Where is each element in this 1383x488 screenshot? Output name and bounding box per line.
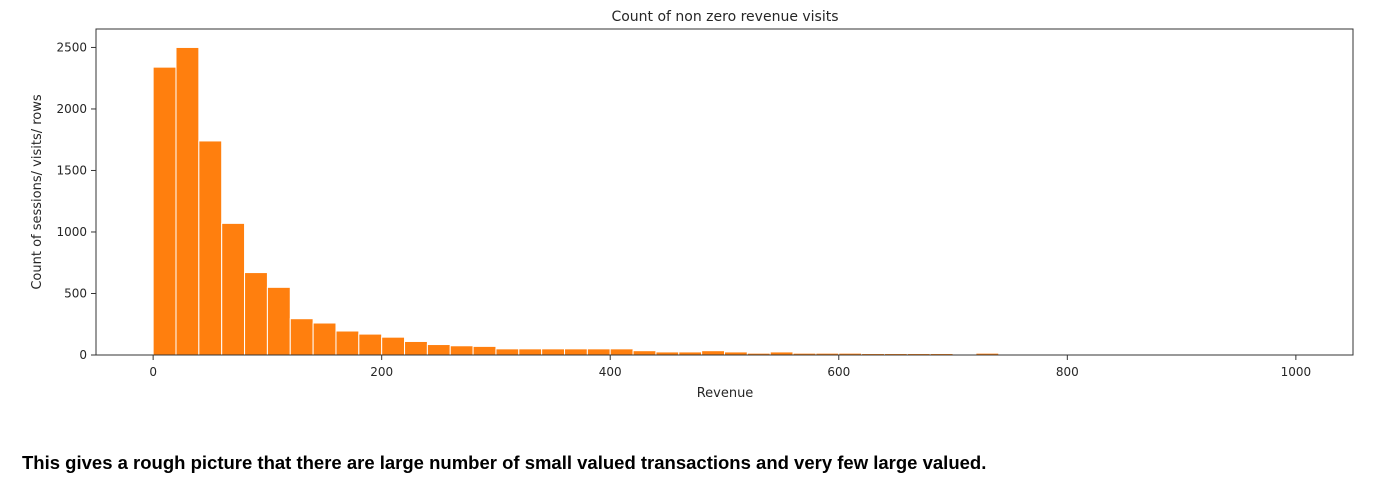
y-tick-label: 2000 bbox=[56, 102, 87, 116]
y-tick-label: 500 bbox=[64, 286, 87, 300]
x-tick-label: 200 bbox=[370, 365, 393, 379]
histogram-bar-17 bbox=[541, 348, 566, 356]
histogram-bar-24 bbox=[701, 350, 725, 356]
histogram-bar-1 bbox=[175, 46, 200, 356]
y-tick-label: 2500 bbox=[56, 40, 87, 54]
histogram-chart: Count of non zero revenue visits 0 200 400… bbox=[30, 9, 1354, 401]
histogram-bars bbox=[152, 46, 1000, 356]
histogram-bar-9 bbox=[358, 333, 383, 356]
caption-text: This gives a rough picture that there ar… bbox=[22, 452, 987, 473]
histogram-bar-10 bbox=[381, 336, 406, 356]
histogram-bar-13 bbox=[449, 345, 474, 356]
plot-frame bbox=[95, 28, 1354, 356]
x-axis-ticks: 0 200 400 600 800 1000 bbox=[149, 355, 1311, 379]
x-tick-label: 400 bbox=[599, 365, 622, 379]
histogram-bar-2 bbox=[198, 140, 223, 356]
histogram-bar-19 bbox=[586, 348, 611, 356]
y-tick-label: 1000 bbox=[56, 225, 87, 239]
x-axis-label: Revenue bbox=[697, 386, 754, 401]
chart-title: Count of non zero revenue visits bbox=[611, 9, 838, 25]
histogram-bar-8 bbox=[335, 330, 360, 356]
histogram-bar-4 bbox=[244, 272, 268, 356]
histogram-bar-6 bbox=[289, 318, 314, 356]
histogram-bar-18 bbox=[564, 348, 588, 356]
histogram-bar-5 bbox=[266, 286, 291, 356]
histogram-bar-15 bbox=[495, 348, 520, 356]
histogram-bar-11 bbox=[404, 340, 428, 356]
y-axis-ticks: 0 500 1000 1500 2000 2500 bbox=[56, 40, 96, 362]
histogram-bar-3 bbox=[221, 222, 246, 356]
histogram-bar-21 bbox=[632, 350, 657, 356]
x-tick-label: 1000 bbox=[1281, 365, 1312, 379]
histogram-bar-16 bbox=[518, 348, 543, 356]
y-tick-label: 1500 bbox=[56, 163, 87, 177]
x-tick-label: 800 bbox=[1056, 365, 1079, 379]
histogram-bar-20 bbox=[609, 348, 634, 356]
y-tick-label: 0 bbox=[79, 348, 87, 362]
histogram-bar-0 bbox=[152, 66, 177, 356]
x-tick-label: 600 bbox=[827, 365, 850, 379]
x-tick-label: 0 bbox=[149, 365, 157, 379]
histogram-bar-12 bbox=[426, 344, 451, 356]
histogram-bar-7 bbox=[312, 322, 337, 356]
histogram-bar-14 bbox=[472, 345, 497, 356]
y-axis-label: Count of sessions/ visits/ rows bbox=[30, 94, 45, 290]
